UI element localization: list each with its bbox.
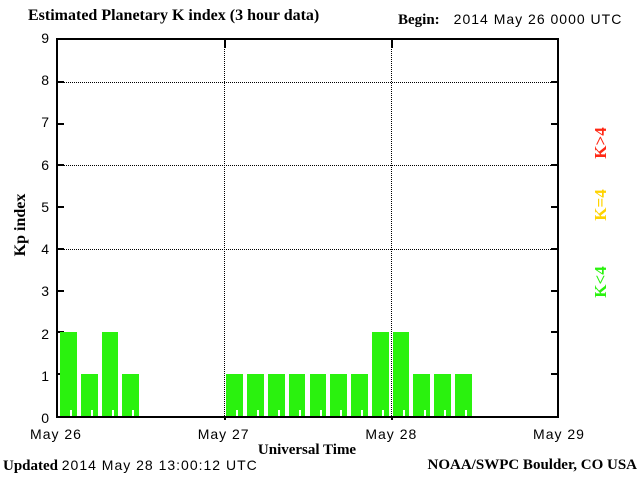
gridline-kp-4 — [58, 248, 557, 250]
y-tick-right-4 — [551, 247, 557, 250]
axis-tick-notch — [257, 410, 260, 416]
y-tick-left-3 — [58, 289, 64, 292]
y-tick-label-0: 0 — [41, 410, 50, 426]
legend-k-eq-4: K=4 — [591, 189, 610, 221]
kp-bar — [309, 374, 327, 416]
begin-label: Begin: — [398, 12, 440, 28]
y-tick-left-7 — [58, 122, 64, 125]
y-tick-right-2 — [551, 331, 557, 334]
credit-text: NOAA/SWPC Boulder, CO USA — [427, 457, 637, 473]
y-tick-right-7 — [551, 122, 557, 125]
kp-bar — [80, 374, 98, 416]
y-tick-label-4: 4 — [41, 241, 50, 258]
axis-tick-notch — [444, 410, 447, 416]
axis-tick-notch — [340, 410, 343, 416]
axis-tick-notch — [111, 410, 114, 416]
y-tick-label-5: 5 — [41, 198, 50, 215]
gridline-kp-8 — [58, 81, 557, 83]
axis-tick-notch — [70, 410, 73, 416]
y-tick-label-7: 7 — [41, 114, 50, 131]
footer: Updated 2014 May 28 13:00:12 UTC NOAA/SW… — [0, 457, 640, 475]
y-tick-right-1 — [551, 373, 557, 376]
x-tick-label-may-28: May 28 — [365, 426, 418, 442]
y-tick-left-8 — [58, 80, 64, 83]
day-tick-top — [390, 40, 393, 48]
chart-title: Estimated Planetary K index (3 hour data… — [28, 7, 320, 24]
kp-bar — [455, 374, 472, 416]
y-tick-right-3 — [551, 289, 557, 292]
axis-tick-notch — [465, 410, 468, 416]
updated-value: 2014 May 28 13:00:12 UTC — [61, 457, 258, 473]
kp-bar — [247, 374, 264, 416]
kp-bar — [413, 374, 431, 416]
axis-tick-notch — [132, 410, 135, 416]
kp-bar — [371, 332, 389, 416]
kp-bar — [101, 332, 119, 416]
x-tick-label-may-29: May 29 — [533, 426, 585, 442]
y-tick-label-3: 3 — [41, 283, 50, 300]
y-tick-left-4 — [58, 247, 64, 250]
axis-tick-notch — [381, 410, 384, 416]
y-tick-label-1: 1 — [41, 367, 50, 384]
y-tick-label-9: 9 — [41, 30, 50, 46]
kp-bar — [226, 374, 244, 416]
kp-bar — [434, 374, 452, 416]
day-boundary-line — [390, 40, 392, 416]
legend-k-gt-4: K>4 — [591, 127, 610, 159]
kp-bar — [267, 374, 285, 416]
axis-tick-notch — [298, 410, 301, 416]
y-tick-right-8 — [551, 80, 557, 83]
y-tick-left-6 — [58, 164, 64, 167]
kp-bar — [330, 374, 348, 416]
x-tick-label-may-27: May 27 — [197, 426, 250, 442]
axis-tick-notch — [402, 410, 405, 416]
axis-tick-notch — [361, 410, 364, 416]
y-tick-label-8: 8 — [41, 72, 50, 89]
axis-tick-notch — [423, 410, 426, 416]
kp-bar — [288, 374, 306, 416]
begin-value: 2014 May 26 0000 UTC — [453, 11, 623, 27]
kp-bar — [60, 332, 77, 416]
day-tick-bottom — [224, 416, 227, 420]
day-boundary-line — [224, 40, 226, 416]
axis-tick-notch — [319, 410, 322, 416]
kp-bar — [122, 374, 140, 416]
y-tick-label-6: 6 — [41, 156, 50, 173]
day-tick-top — [224, 40, 227, 48]
legend-k-lt-4: K<4 — [591, 266, 610, 298]
y-tick-left-2 — [58, 331, 64, 334]
day-tick-bottom — [390, 416, 393, 420]
axis-tick-notch — [90, 410, 93, 416]
updated-info: Updated 2014 May 28 13:00:12 UTC — [3, 457, 258, 475]
kp-bar — [392, 332, 410, 416]
kp-bar — [351, 374, 368, 416]
axis-tick-notch — [236, 410, 239, 416]
y-tick-right-6 — [551, 164, 557, 167]
gridline-kp-6 — [58, 165, 557, 167]
y-tick-label-2: 2 — [41, 325, 50, 342]
plot-area — [56, 38, 559, 420]
y-tick-left-5 — [58, 206, 64, 209]
y-tick-right-5 — [551, 206, 557, 209]
updated-label: Updated — [3, 458, 59, 474]
begin-info: Begin: 2014 May 26 0000 UTC — [398, 11, 622, 29]
x-tick-label-may-26: May 26 — [30, 426, 82, 442]
axis-tick-notch — [277, 410, 280, 416]
x-axis-title: Universal Time — [257, 442, 357, 458]
